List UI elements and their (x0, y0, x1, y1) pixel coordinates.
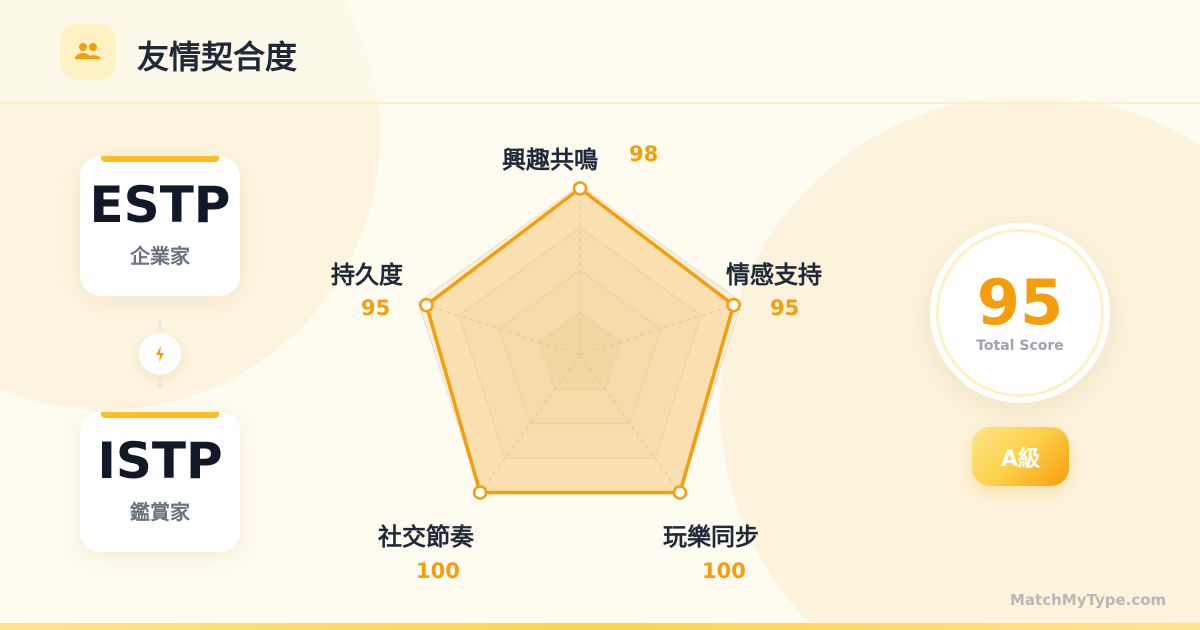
grade-badge: A級 (972, 427, 1069, 486)
data-point (726, 297, 741, 313)
page-title: 友情契合度 (137, 38, 298, 76)
person-b-type: ISTP (97, 432, 223, 490)
axis-label: 玩樂同步 (663, 523, 759, 551)
lightning-icon (139, 333, 181, 375)
footer-brand: MatchMyType.com (1010, 591, 1167, 609)
data-point (672, 485, 688, 500)
data-point (572, 181, 588, 196)
grid-ring (538, 311, 622, 390)
person-b-card: ISTP 鑑賞家 (80, 412, 240, 552)
axis-label: 持久度 (331, 261, 403, 289)
data-area (424, 186, 736, 495)
data-point (472, 485, 488, 500)
axis-label: 社交節奏 (378, 523, 474, 551)
total-score-caption: Total Score (976, 338, 1064, 354)
axis-label: 情感支持 (726, 261, 822, 289)
person-b-nickname: 鑑賞家 (130, 500, 190, 524)
person-a-card: ESTP 企業家 (80, 156, 240, 296)
person-a-nickname: 企業家 (130, 244, 190, 268)
axis-label: 興趣共鳴 (502, 146, 598, 174)
bottom-bar (0, 623, 1200, 630)
total-score-circle: 95 Total Score (930, 223, 1110, 403)
data-point (419, 297, 434, 313)
value-label: 100 (702, 559, 746, 583)
divider (159, 378, 161, 388)
total-score-value: 95 (976, 266, 1064, 339)
value-label: 95 (361, 296, 391, 320)
header: 友情契合度 (0, 0, 1200, 104)
value-label: 98 (629, 142, 659, 166)
users-icon (60, 24, 116, 80)
person-a-type: ESTP (89, 176, 231, 234)
value-label: 100 (416, 559, 460, 583)
value-label: 95 (770, 296, 800, 320)
divider (159, 320, 161, 330)
card-accent (101, 156, 219, 162)
card-accent (101, 412, 219, 418)
